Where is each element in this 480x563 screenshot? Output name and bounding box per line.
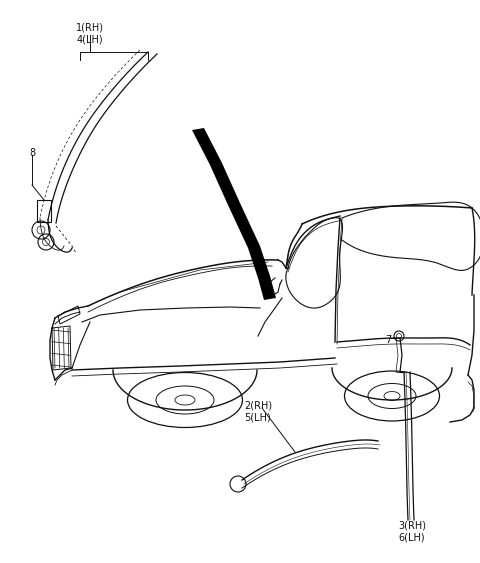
Text: 2(RH)
5(LH): 2(RH) 5(LH) <box>244 400 272 422</box>
Text: 8: 8 <box>29 148 35 158</box>
Polygon shape <box>192 128 276 300</box>
FancyBboxPatch shape <box>37 200 51 222</box>
Text: 3(RH)
6(LH): 3(RH) 6(LH) <box>398 520 426 542</box>
Text: 1(RH)
4(LH): 1(RH) 4(LH) <box>76 22 104 44</box>
Text: 7: 7 <box>385 335 391 345</box>
